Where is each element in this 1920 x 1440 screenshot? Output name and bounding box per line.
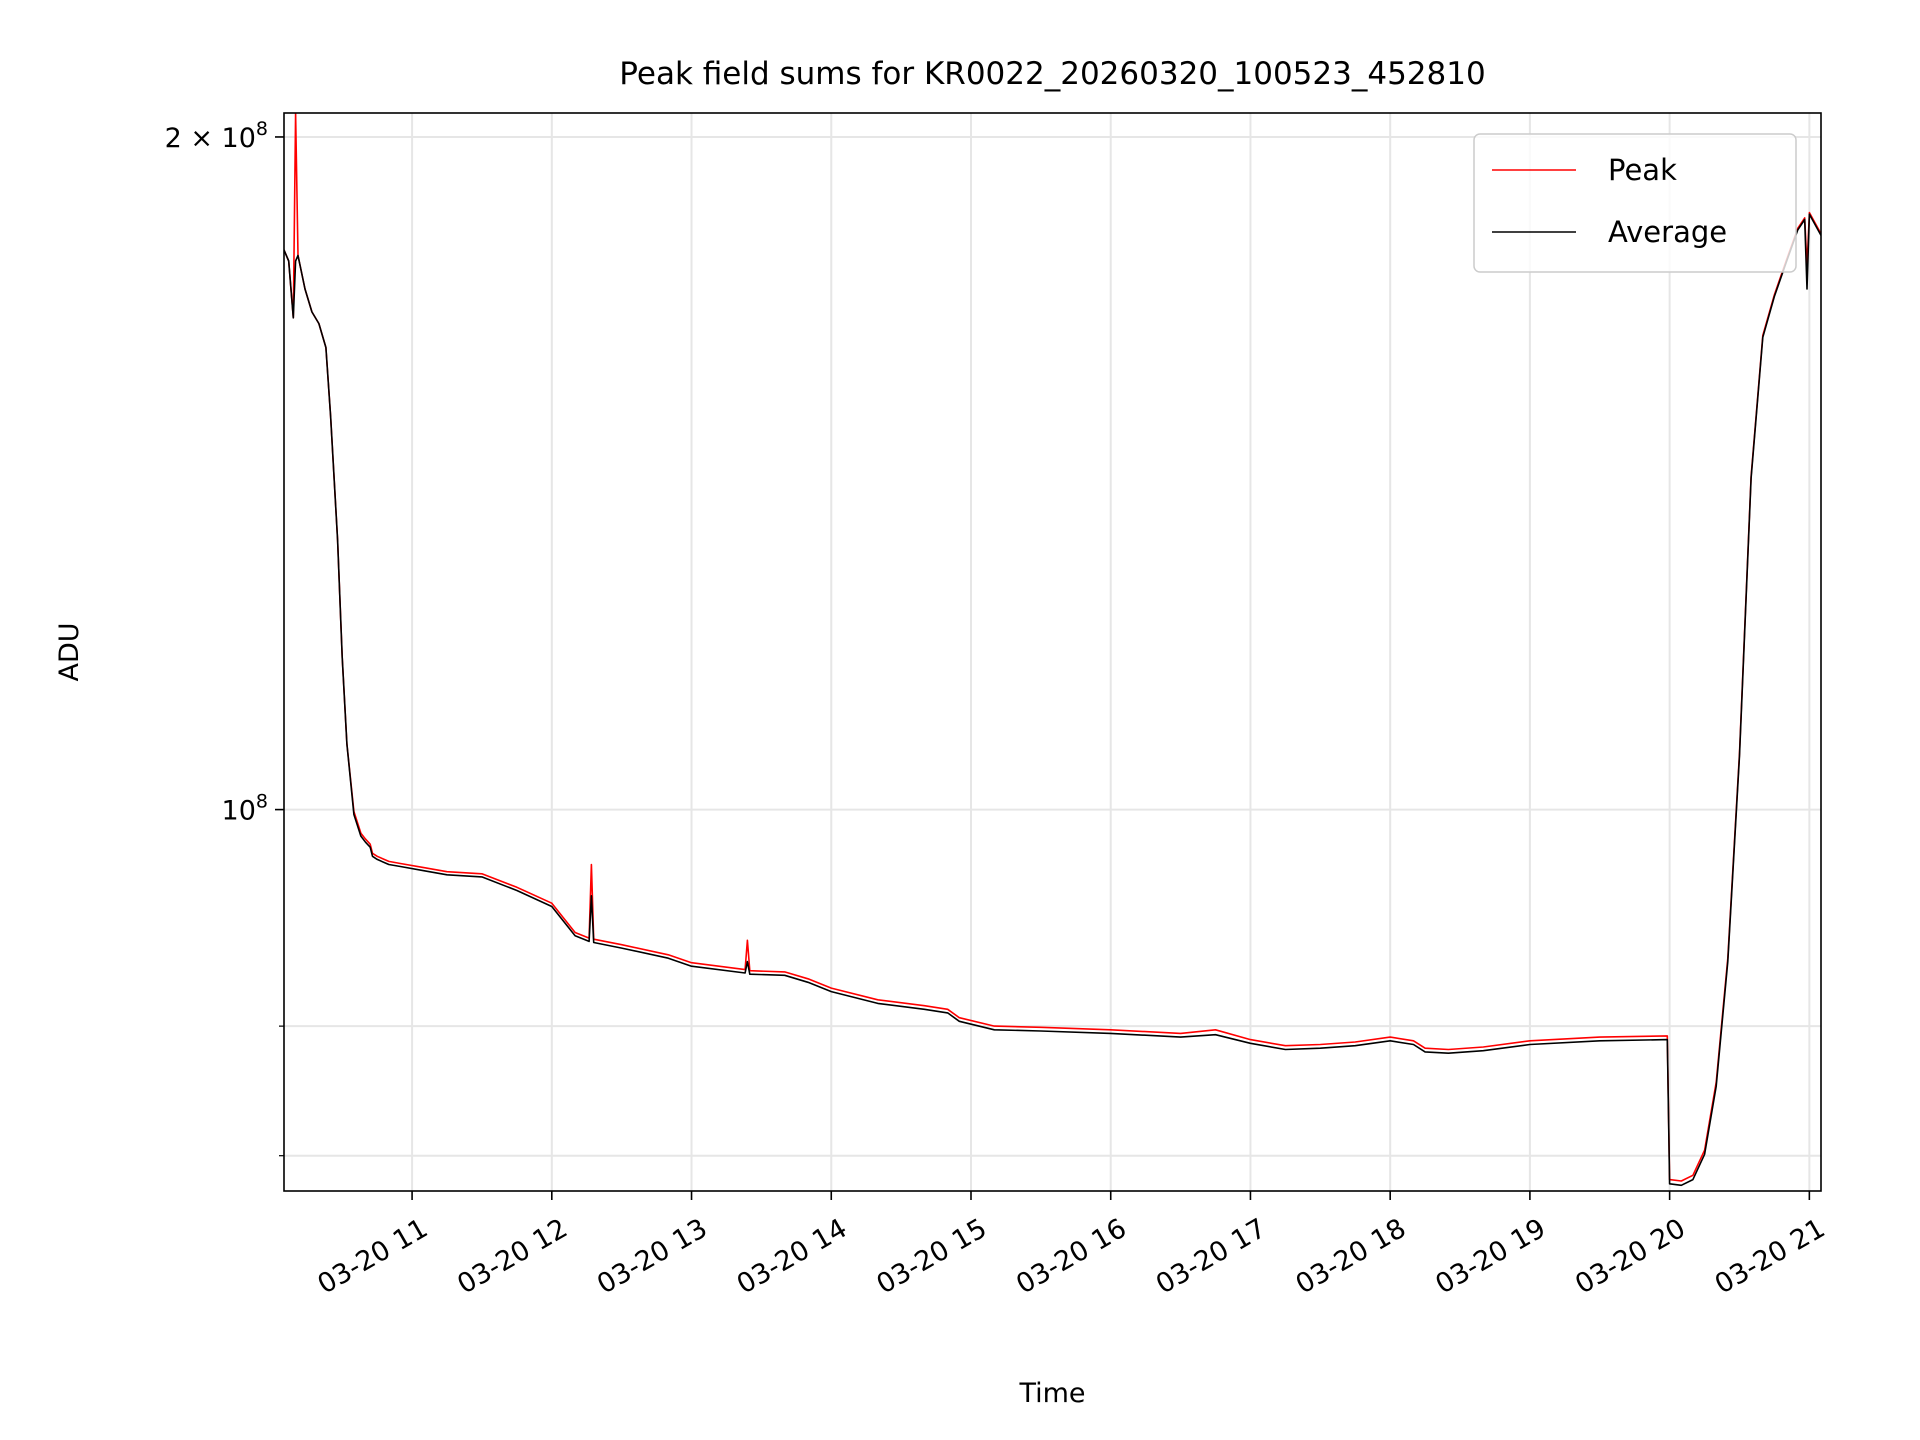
y-tick-label: 108 [222, 791, 268, 827]
series-layer [284, 113, 1821, 1187]
axes-frame [283, 112, 1822, 1192]
chart-title: Peak field sums for KR0022_20260320_1005… [619, 56, 1485, 92]
y-tick-label: 2 × 108 [165, 118, 268, 154]
x-axis-label: Time [1018, 1378, 1085, 1409]
series-line-average [284, 213, 1821, 1187]
legend: Peak Average [1473, 133, 1797, 273]
legend-box [1473, 133, 1797, 273]
grid [284, 113, 1821, 1191]
legend-label-average: Average [1608, 215, 1727, 249]
y-axis-label: ADU [54, 622, 85, 681]
legend-label-peak: Peak [1608, 153, 1677, 187]
